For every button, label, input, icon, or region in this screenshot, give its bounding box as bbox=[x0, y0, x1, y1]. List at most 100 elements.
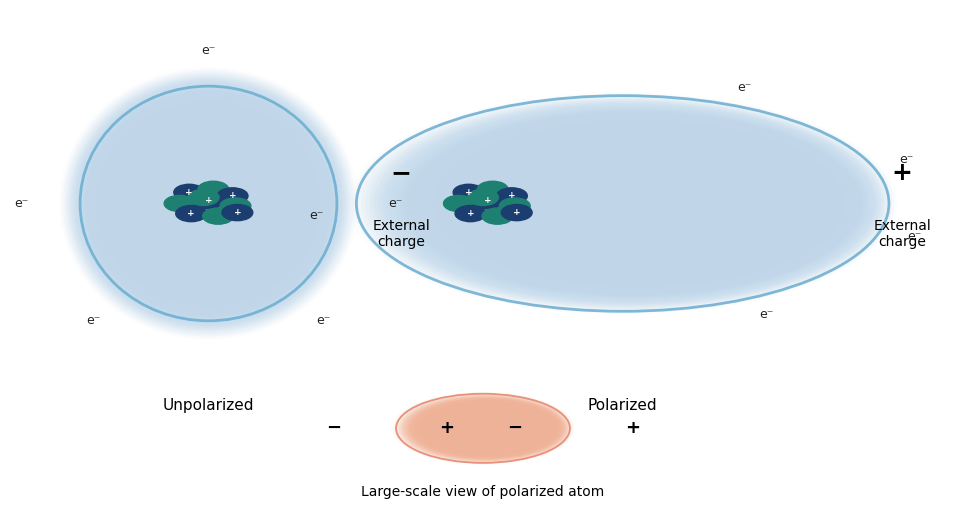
Ellipse shape bbox=[519, 148, 794, 259]
Ellipse shape bbox=[429, 119, 848, 288]
Circle shape bbox=[222, 205, 253, 220]
Ellipse shape bbox=[425, 117, 851, 290]
Ellipse shape bbox=[59, 67, 357, 340]
Ellipse shape bbox=[127, 129, 291, 278]
Text: Polarized: Polarized bbox=[588, 398, 658, 413]
Ellipse shape bbox=[348, 92, 897, 314]
Ellipse shape bbox=[193, 190, 223, 217]
Ellipse shape bbox=[652, 191, 713, 216]
Circle shape bbox=[198, 181, 229, 198]
Text: +: + bbox=[205, 197, 213, 205]
Ellipse shape bbox=[493, 425, 508, 431]
Ellipse shape bbox=[408, 397, 564, 459]
Ellipse shape bbox=[383, 104, 876, 303]
Ellipse shape bbox=[441, 408, 542, 448]
Ellipse shape bbox=[183, 180, 235, 228]
Ellipse shape bbox=[460, 415, 530, 442]
Ellipse shape bbox=[489, 138, 811, 269]
Text: +: + bbox=[439, 419, 454, 437]
Text: e⁻: e⁻ bbox=[388, 197, 402, 210]
Ellipse shape bbox=[450, 411, 536, 446]
Ellipse shape bbox=[419, 401, 556, 456]
Ellipse shape bbox=[405, 396, 566, 460]
Ellipse shape bbox=[626, 183, 729, 225]
Ellipse shape bbox=[617, 180, 734, 227]
Text: +: + bbox=[625, 419, 639, 437]
Ellipse shape bbox=[476, 134, 819, 273]
Ellipse shape bbox=[478, 421, 518, 436]
Ellipse shape bbox=[181, 178, 237, 229]
Ellipse shape bbox=[130, 132, 287, 275]
Ellipse shape bbox=[151, 150, 267, 257]
Text: −: − bbox=[327, 419, 341, 437]
Ellipse shape bbox=[415, 400, 559, 457]
Ellipse shape bbox=[502, 142, 804, 265]
Ellipse shape bbox=[361, 97, 890, 310]
Ellipse shape bbox=[76, 82, 341, 325]
Text: +: + bbox=[484, 197, 492, 205]
Text: +: + bbox=[185, 188, 193, 197]
Ellipse shape bbox=[432, 405, 548, 451]
Ellipse shape bbox=[67, 74, 351, 333]
Text: +: + bbox=[187, 209, 195, 218]
Ellipse shape bbox=[195, 192, 221, 215]
Circle shape bbox=[497, 188, 527, 204]
Ellipse shape bbox=[107, 111, 309, 296]
Ellipse shape bbox=[403, 396, 567, 461]
Ellipse shape bbox=[137, 139, 279, 268]
Text: +: + bbox=[513, 208, 521, 217]
Ellipse shape bbox=[425, 403, 553, 454]
Ellipse shape bbox=[481, 136, 817, 272]
Ellipse shape bbox=[61, 69, 355, 338]
Ellipse shape bbox=[109, 113, 307, 294]
Ellipse shape bbox=[399, 109, 867, 298]
Ellipse shape bbox=[191, 188, 225, 219]
Ellipse shape bbox=[459, 129, 830, 278]
Text: Large-scale view of polarized atom: Large-scale view of polarized atom bbox=[361, 486, 605, 499]
Ellipse shape bbox=[458, 414, 531, 443]
Circle shape bbox=[164, 196, 195, 211]
Ellipse shape bbox=[511, 145, 799, 262]
Ellipse shape bbox=[656, 193, 711, 214]
Ellipse shape bbox=[155, 154, 263, 253]
Ellipse shape bbox=[65, 72, 353, 335]
Ellipse shape bbox=[397, 394, 571, 463]
Circle shape bbox=[176, 206, 207, 221]
Ellipse shape bbox=[399, 394, 570, 462]
Ellipse shape bbox=[579, 167, 757, 240]
Ellipse shape bbox=[163, 163, 253, 244]
Ellipse shape bbox=[474, 419, 521, 437]
Ellipse shape bbox=[128, 130, 289, 277]
Ellipse shape bbox=[635, 185, 724, 221]
Text: +: + bbox=[892, 161, 913, 185]
Text: External
charge: External charge bbox=[372, 218, 430, 249]
Ellipse shape bbox=[485, 137, 814, 270]
Ellipse shape bbox=[490, 424, 511, 432]
Circle shape bbox=[472, 193, 503, 209]
Ellipse shape bbox=[438, 407, 545, 450]
Ellipse shape bbox=[468, 417, 526, 440]
Ellipse shape bbox=[442, 123, 840, 284]
Circle shape bbox=[174, 184, 205, 201]
Ellipse shape bbox=[149, 149, 269, 258]
Ellipse shape bbox=[427, 403, 552, 453]
Ellipse shape bbox=[428, 404, 551, 453]
Ellipse shape bbox=[395, 108, 868, 299]
Ellipse shape bbox=[438, 121, 842, 285]
Ellipse shape bbox=[600, 174, 745, 233]
Ellipse shape bbox=[111, 115, 305, 292]
Ellipse shape bbox=[143, 144, 273, 263]
Text: External
charge: External charge bbox=[873, 218, 931, 249]
Ellipse shape bbox=[97, 101, 321, 306]
Ellipse shape bbox=[515, 146, 796, 261]
Ellipse shape bbox=[443, 409, 541, 448]
Ellipse shape bbox=[506, 144, 802, 263]
Ellipse shape bbox=[169, 168, 247, 239]
Ellipse shape bbox=[456, 413, 532, 443]
Ellipse shape bbox=[99, 103, 319, 304]
Ellipse shape bbox=[665, 195, 705, 212]
Circle shape bbox=[217, 188, 248, 204]
Text: +: + bbox=[465, 188, 472, 197]
Ellipse shape bbox=[365, 98, 887, 309]
Text: −: − bbox=[390, 161, 412, 185]
